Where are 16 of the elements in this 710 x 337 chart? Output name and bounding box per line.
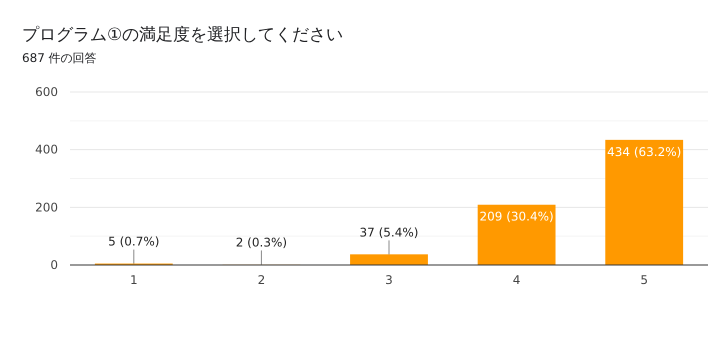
- x-tick-label: 4: [512, 273, 520, 287]
- x-tick-label: 3: [385, 273, 393, 287]
- data-label: 5 (0.7%): [108, 234, 160, 249]
- y-tick-label: 600: [35, 85, 58, 99]
- y-tick-label: 400: [35, 142, 58, 157]
- data-label: 434 (63.2%): [607, 144, 682, 159]
- data-label: 37 (5.4%): [360, 225, 418, 240]
- chart-title: プログラム①の満足度を選択してください: [22, 25, 344, 45]
- x-tick-label: 1: [130, 273, 138, 287]
- y-tick-label: 200: [35, 200, 58, 214]
- chart-subtitle: 687 件の回答: [22, 51, 97, 65]
- data-label: 2 (0.3%): [236, 235, 288, 250]
- y-tick-label: 0: [50, 258, 58, 272]
- x-tick-label: 5: [640, 273, 648, 287]
- x-tick-label: 2: [258, 273, 266, 287]
- data-label: 209 (30.4%): [480, 210, 554, 224]
